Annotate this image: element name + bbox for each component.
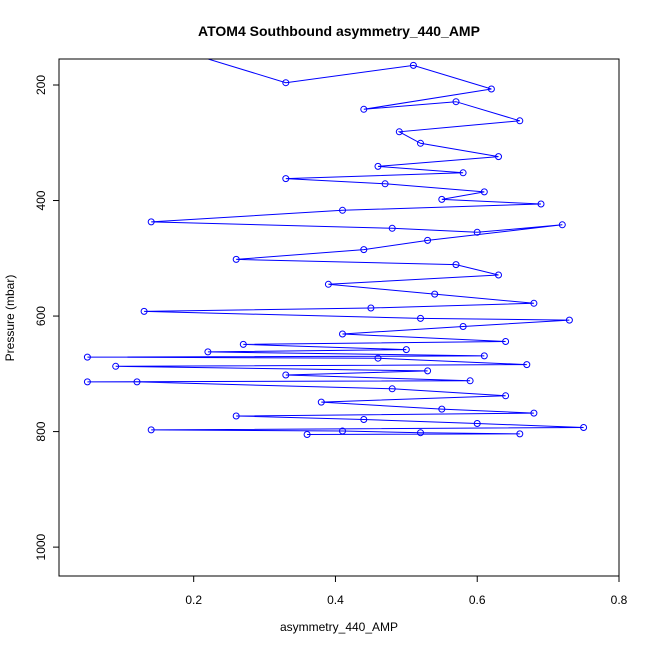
plot-area-border bbox=[58, 58, 620, 577]
data-point bbox=[374, 162, 382, 170]
data-point bbox=[381, 180, 389, 188]
data-point bbox=[388, 385, 396, 393]
data-point bbox=[424, 367, 432, 375]
data-series bbox=[83, 47, 588, 438]
data-point bbox=[360, 105, 368, 113]
data-point bbox=[232, 412, 240, 420]
data-point bbox=[502, 392, 510, 400]
data-point bbox=[282, 371, 290, 379]
data-point bbox=[232, 255, 240, 263]
x-axis-label: asymmetry_440_AMP bbox=[280, 620, 398, 634]
y-tick-label: 200 bbox=[34, 75, 48, 95]
data-point bbox=[402, 346, 410, 354]
data-point bbox=[177, 47, 183, 53]
data-point bbox=[466, 377, 474, 385]
data-point bbox=[204, 348, 212, 356]
x-tick-label: 0.4 bbox=[327, 593, 344, 607]
data-point bbox=[374, 354, 382, 362]
y-axis: 200 400 600 800 1000 bbox=[34, 75, 60, 560]
data-point bbox=[537, 200, 545, 208]
data-point bbox=[83, 378, 91, 386]
data-point bbox=[530, 409, 538, 417]
data-point bbox=[133, 378, 141, 386]
data-point bbox=[459, 323, 467, 330]
data-point bbox=[473, 228, 481, 236]
data-point bbox=[317, 398, 325, 406]
data-point bbox=[140, 307, 148, 315]
data-point bbox=[523, 361, 531, 369]
data-point bbox=[495, 153, 502, 161]
x-tick-label: 0.6 bbox=[469, 593, 486, 607]
data-point bbox=[431, 290, 439, 298]
data-point bbox=[580, 424, 588, 431]
y-tick-label: 1000 bbox=[34, 533, 48, 560]
data-point bbox=[473, 420, 481, 427]
data-point bbox=[395, 128, 403, 136]
chart-title: ATOM4 Southbound asymmetry_440_AMP bbox=[198, 23, 480, 39]
data-point bbox=[438, 195, 446, 203]
data-point bbox=[480, 188, 488, 196]
data-point bbox=[147, 426, 155, 434]
data-point bbox=[480, 352, 488, 360]
data-point bbox=[360, 416, 368, 423]
y-tick-label: 400 bbox=[34, 190, 48, 210]
data-point bbox=[452, 261, 460, 269]
data-point bbox=[558, 221, 566, 229]
data-point bbox=[147, 218, 155, 226]
data-point bbox=[565, 316, 573, 324]
data-point bbox=[516, 117, 524, 125]
data-point bbox=[83, 353, 91, 361]
y-axis-label: Pressure (mbar) bbox=[3, 275, 17, 362]
data-point bbox=[502, 338, 510, 345]
data-point bbox=[417, 139, 424, 147]
data-point bbox=[424, 236, 432, 244]
data-point bbox=[324, 280, 332, 288]
x-axis: 0.2 0.4 0.6 0.8 bbox=[185, 575, 628, 607]
y-tick-label: 600 bbox=[34, 306, 48, 326]
data-point bbox=[360, 246, 368, 254]
data-point bbox=[438, 405, 446, 413]
data-point bbox=[303, 431, 311, 438]
data-point bbox=[459, 169, 467, 177]
data-point bbox=[367, 304, 375, 312]
data-point bbox=[417, 314, 424, 322]
data-point bbox=[495, 271, 502, 279]
data-point bbox=[417, 429, 424, 437]
data-point bbox=[530, 299, 538, 307]
data-point bbox=[487, 85, 495, 93]
data-point bbox=[239, 340, 247, 348]
data-point bbox=[339, 427, 346, 435]
data-point bbox=[452, 98, 460, 106]
x-tick-label: 0.2 bbox=[185, 593, 202, 607]
data-point bbox=[112, 362, 120, 370]
data-point bbox=[339, 330, 346, 338]
series-line bbox=[87, 59, 584, 435]
data-point bbox=[409, 61, 417, 69]
data-point bbox=[388, 224, 396, 232]
data-point bbox=[282, 79, 290, 87]
data-point bbox=[516, 430, 524, 438]
data-point bbox=[282, 175, 290, 183]
data-point bbox=[339, 206, 346, 214]
x-tick-label: 0.8 bbox=[611, 593, 628, 607]
y-tick-label: 800 bbox=[34, 421, 48, 441]
